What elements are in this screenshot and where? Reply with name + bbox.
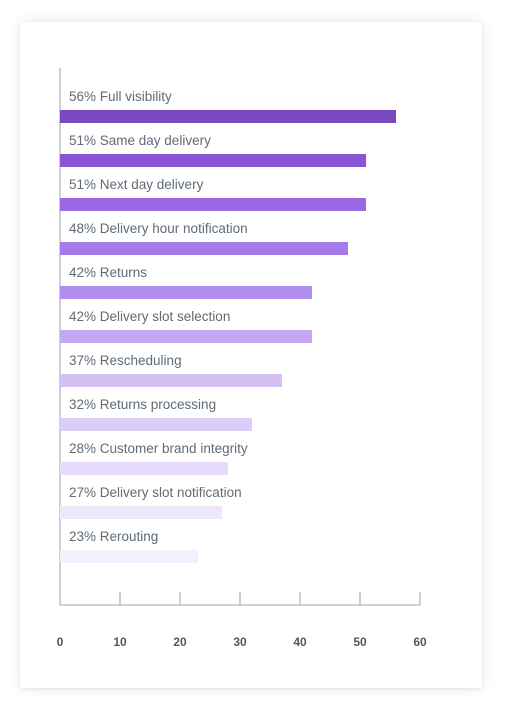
bar-label: 42% Returns <box>69 265 147 280</box>
bar <box>60 154 366 167</box>
bar-label: 32% Returns processing <box>69 397 216 412</box>
chart-card: 0 10 20 30 40 50 60 56% Full visibility 51% Same… <box>20 22 482 688</box>
bar-label: 48% Delivery hour notification <box>69 221 248 236</box>
bar-label: 37% Rescheduling <box>69 353 182 368</box>
x-tick-label: 10 <box>113 635 127 649</box>
bar-label: 51% Same day delivery <box>69 133 211 148</box>
bar <box>60 198 366 211</box>
bar <box>60 242 348 255</box>
bar-label: 27% Delivery slot notification <box>69 485 242 500</box>
bar-label: 42% Delivery slot selection <box>69 309 230 324</box>
bar <box>60 110 396 123</box>
bar <box>60 330 312 343</box>
bar-label: 51% Next day delivery <box>69 177 204 192</box>
bar-label: 23% Rerouting <box>69 529 158 544</box>
x-tick-label: 0 <box>57 635 64 649</box>
x-tick-label: 40 <box>293 635 307 649</box>
bar <box>60 550 198 563</box>
x-tick-label: 30 <box>233 635 247 649</box>
bar <box>60 286 312 299</box>
bar <box>60 374 282 387</box>
x-tick-label: 20 <box>173 635 187 649</box>
x-tick-label: 60 <box>413 635 427 649</box>
bar-label: 28% Customer brand integrity <box>69 441 248 456</box>
bar <box>60 418 252 431</box>
bar-label: 56% Full visibility <box>69 89 172 104</box>
bar-chart: 0 10 20 30 40 50 60 56% Full visibility 51% Same… <box>57 68 427 649</box>
x-tick-label: 50 <box>353 635 367 649</box>
bar <box>60 462 228 475</box>
bar <box>60 506 222 519</box>
